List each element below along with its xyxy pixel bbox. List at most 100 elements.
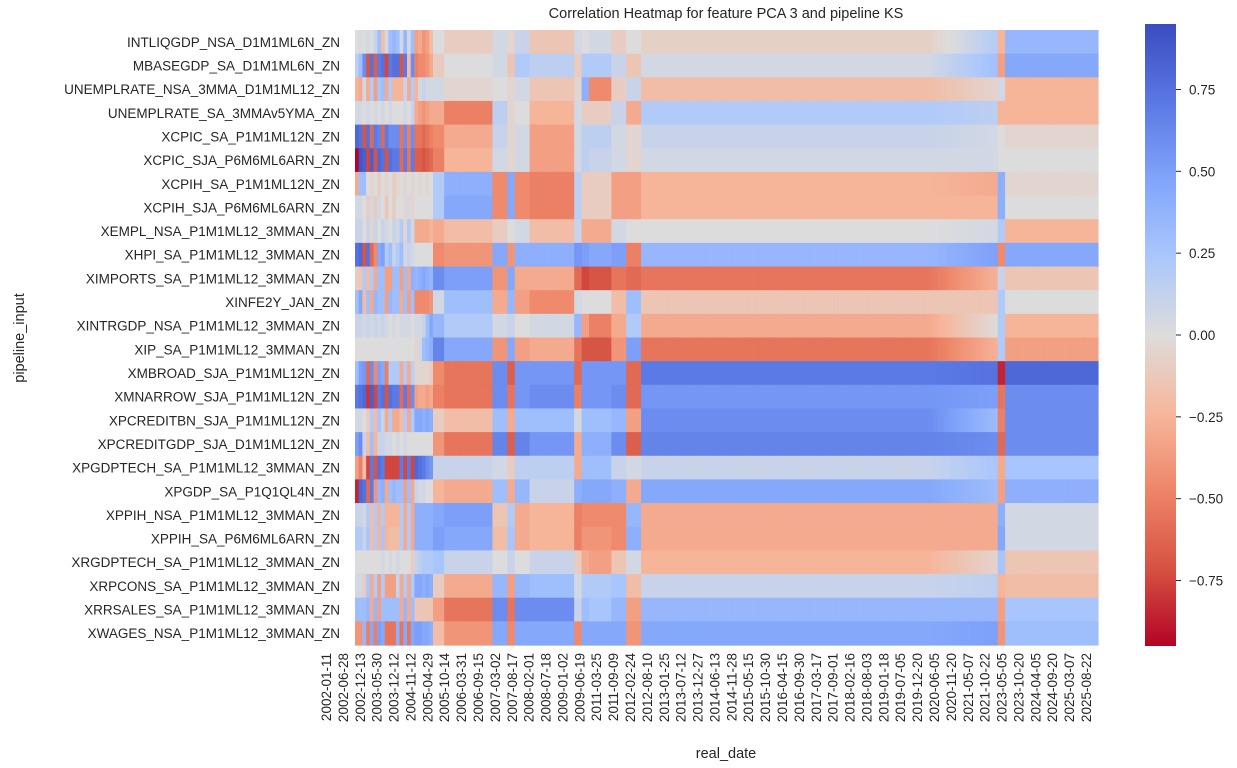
heatmap-cell xyxy=(403,526,408,551)
heatmap-cell xyxy=(830,479,835,504)
heatmap-cell xyxy=(459,503,464,528)
heatmap-cell xyxy=(1027,100,1032,126)
heatmap-cell xyxy=(774,432,780,457)
heatmap-cell xyxy=(1038,195,1043,220)
heatmap-cell xyxy=(715,550,720,575)
heatmap-cell xyxy=(1001,337,1006,362)
heatmap-cell xyxy=(719,30,724,55)
heatmap-cell xyxy=(949,148,954,173)
heatmap-cell xyxy=(915,455,921,481)
heatmap-cell xyxy=(696,408,702,433)
heatmap-cell xyxy=(603,124,609,149)
heatmap-cell xyxy=(804,30,809,55)
heatmap-cell xyxy=(425,53,430,78)
heatmap-cell xyxy=(466,432,471,457)
heatmap-cell xyxy=(551,219,557,244)
heatmap-cell xyxy=(633,574,638,599)
heatmap-cell xyxy=(514,100,520,126)
heatmap-cell xyxy=(589,574,594,599)
heatmap-cell xyxy=(641,384,646,410)
heatmap-cell xyxy=(752,266,757,291)
heatmap-cell xyxy=(670,337,676,362)
heatmap-cell xyxy=(551,384,557,410)
heatmap-cell xyxy=(915,266,921,291)
heatmap-cell xyxy=(629,219,635,244)
heatmap-cell xyxy=(607,313,612,339)
heatmap-cell xyxy=(741,337,746,362)
heatmap-cell xyxy=(681,30,687,55)
heatmap-cell xyxy=(912,77,917,102)
heatmap-cell xyxy=(496,526,501,551)
heatmap-cell xyxy=(529,30,534,55)
heatmap-cell xyxy=(800,408,806,433)
heatmap-cell xyxy=(696,124,702,149)
heatmap-cell xyxy=(629,148,635,173)
heatmap-cell xyxy=(473,195,479,220)
heatmap-cell xyxy=(956,550,962,575)
heatmap-cell xyxy=(808,384,813,410)
heatmap-cell xyxy=(551,171,557,197)
heatmap-cell xyxy=(737,479,742,504)
heatmap-cell xyxy=(1053,337,1058,362)
heatmap-cell xyxy=(622,100,627,126)
heatmap-cell xyxy=(1049,313,1055,339)
heatmap-cell xyxy=(771,195,776,220)
heatmap-cell xyxy=(904,219,910,244)
heatmap-cell xyxy=(626,290,631,315)
heatmap-cell xyxy=(730,242,735,268)
heatmap-cell xyxy=(1016,148,1021,173)
heatmap-cell xyxy=(655,313,661,339)
heatmap-cell xyxy=(459,455,464,481)
heatmap-cell xyxy=(641,313,646,339)
heatmap-cell xyxy=(1034,408,1040,433)
heatmap-cell xyxy=(1023,148,1029,173)
heatmap-cell xyxy=(938,337,943,362)
heatmap-cell xyxy=(622,124,627,149)
heatmap-cell xyxy=(652,503,657,528)
heatmap-cell xyxy=(563,290,568,315)
heatmap-cell xyxy=(830,53,835,78)
heatmap-cell xyxy=(600,100,605,126)
heatmap-cell xyxy=(670,550,676,575)
heatmap-cell xyxy=(819,266,824,291)
heatmap-cell xyxy=(1083,195,1088,220)
heatmap-cell xyxy=(912,266,917,291)
heatmap-cell xyxy=(804,574,809,599)
heatmap-cell xyxy=(503,503,508,528)
heatmap-cell xyxy=(414,290,419,315)
heatmap-cell xyxy=(986,337,991,362)
heatmap-cell xyxy=(1060,550,1066,575)
heatmap-cell xyxy=(451,124,456,149)
heatmap-cell xyxy=(882,290,887,315)
heatmap-cell xyxy=(462,30,468,55)
heatmap-cell xyxy=(845,148,850,173)
heatmap-cell xyxy=(366,171,371,197)
heatmap-cell xyxy=(455,242,460,268)
heatmap-cell xyxy=(399,77,404,102)
heatmap-cell xyxy=(1057,313,1062,339)
heatmap-cell xyxy=(499,313,505,339)
heatmap-cell xyxy=(637,503,642,528)
heatmap-cell xyxy=(696,526,702,551)
heatmap-cell xyxy=(685,171,690,197)
heatmap-cell xyxy=(990,313,995,339)
heatmap-cell xyxy=(496,503,501,528)
heatmap-cell xyxy=(759,432,765,457)
heatmap-cell xyxy=(414,171,419,197)
heatmap-cell xyxy=(1068,361,1073,386)
heatmap-cell xyxy=(1008,597,1014,622)
heatmap-cell xyxy=(663,148,668,173)
heatmap-cell xyxy=(607,219,612,244)
heatmap-cell xyxy=(678,455,683,481)
heatmap-cell xyxy=(923,361,928,386)
heatmap-cell xyxy=(381,479,386,504)
heatmap-cell xyxy=(455,30,460,55)
heatmap-cell xyxy=(685,432,690,457)
heatmap-cell xyxy=(852,124,858,149)
heatmap-cell xyxy=(1057,597,1062,622)
heatmap-cell xyxy=(993,455,999,481)
heatmap-cell xyxy=(886,384,891,410)
heatmap-cell xyxy=(759,479,765,504)
heatmap-cell xyxy=(938,526,943,551)
heatmap-cell xyxy=(395,384,401,410)
